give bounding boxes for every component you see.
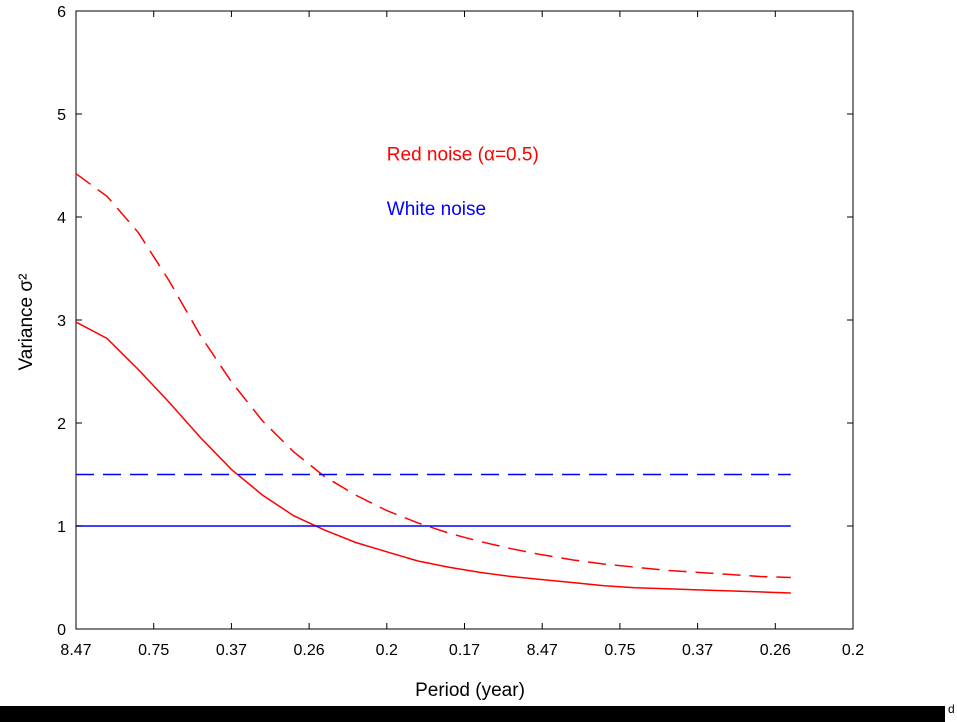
y-axis-label: Variance σ² <box>16 274 37 371</box>
x-tick-label: 0.37 <box>216 642 247 659</box>
y-tick-label: 5 <box>57 107 66 124</box>
x-tick-label: 0.75 <box>604 642 635 659</box>
annotation-white-noise: White noise <box>387 199 486 220</box>
ticks-layer: 0 1 2 3 4 5 6 8.47 0.75 0.37 0.26 0.2 0.17 8.47 0.75 0.… <box>57 4 864 659</box>
x-tick-label: 0.26 <box>294 642 325 659</box>
plot-border <box>75 10 854 630</box>
red-dashed-series-line <box>75 173 791 579</box>
x-tick-label: 0.2 <box>842 642 864 659</box>
x-tick-label: 0.2 <box>376 642 398 659</box>
x-tick-label: 8.47 <box>527 642 558 659</box>
series-layer <box>75 173 791 594</box>
annotation-layer: Red noise (α=0.5) White noise <box>387 144 539 220</box>
x-tick-label: 0.17 <box>449 642 480 659</box>
x-axis-label: Period (year) <box>415 680 525 701</box>
y-tick-label: 1 <box>57 519 66 536</box>
plot-frame <box>75 10 854 630</box>
y-tick-label: 3 <box>57 313 66 330</box>
x-tick-label: 0.75 <box>138 642 169 659</box>
x-tick-label: 0.37 <box>682 642 713 659</box>
annotation-red-noise: Red noise (α=0.5) <box>387 144 539 165</box>
x-tick-label: 0.26 <box>760 642 791 659</box>
y-tick-label: 2 <box>57 416 66 433</box>
red-solid-series-line <box>75 321 791 594</box>
x-tick-label: 8.47 <box>60 642 91 659</box>
corner-text: d <box>948 702 955 716</box>
chart: 0 1 2 3 4 5 6 8.47 0.75 0.37 0.26 0.2 0.17 8.47 0.75 0.… <box>16 4 864 701</box>
y-tick-label: 0 <box>57 622 66 639</box>
y-tick-label: 6 <box>57 4 66 21</box>
y-tick-label: 4 <box>57 210 66 227</box>
bottom-bar <box>0 706 945 722</box>
